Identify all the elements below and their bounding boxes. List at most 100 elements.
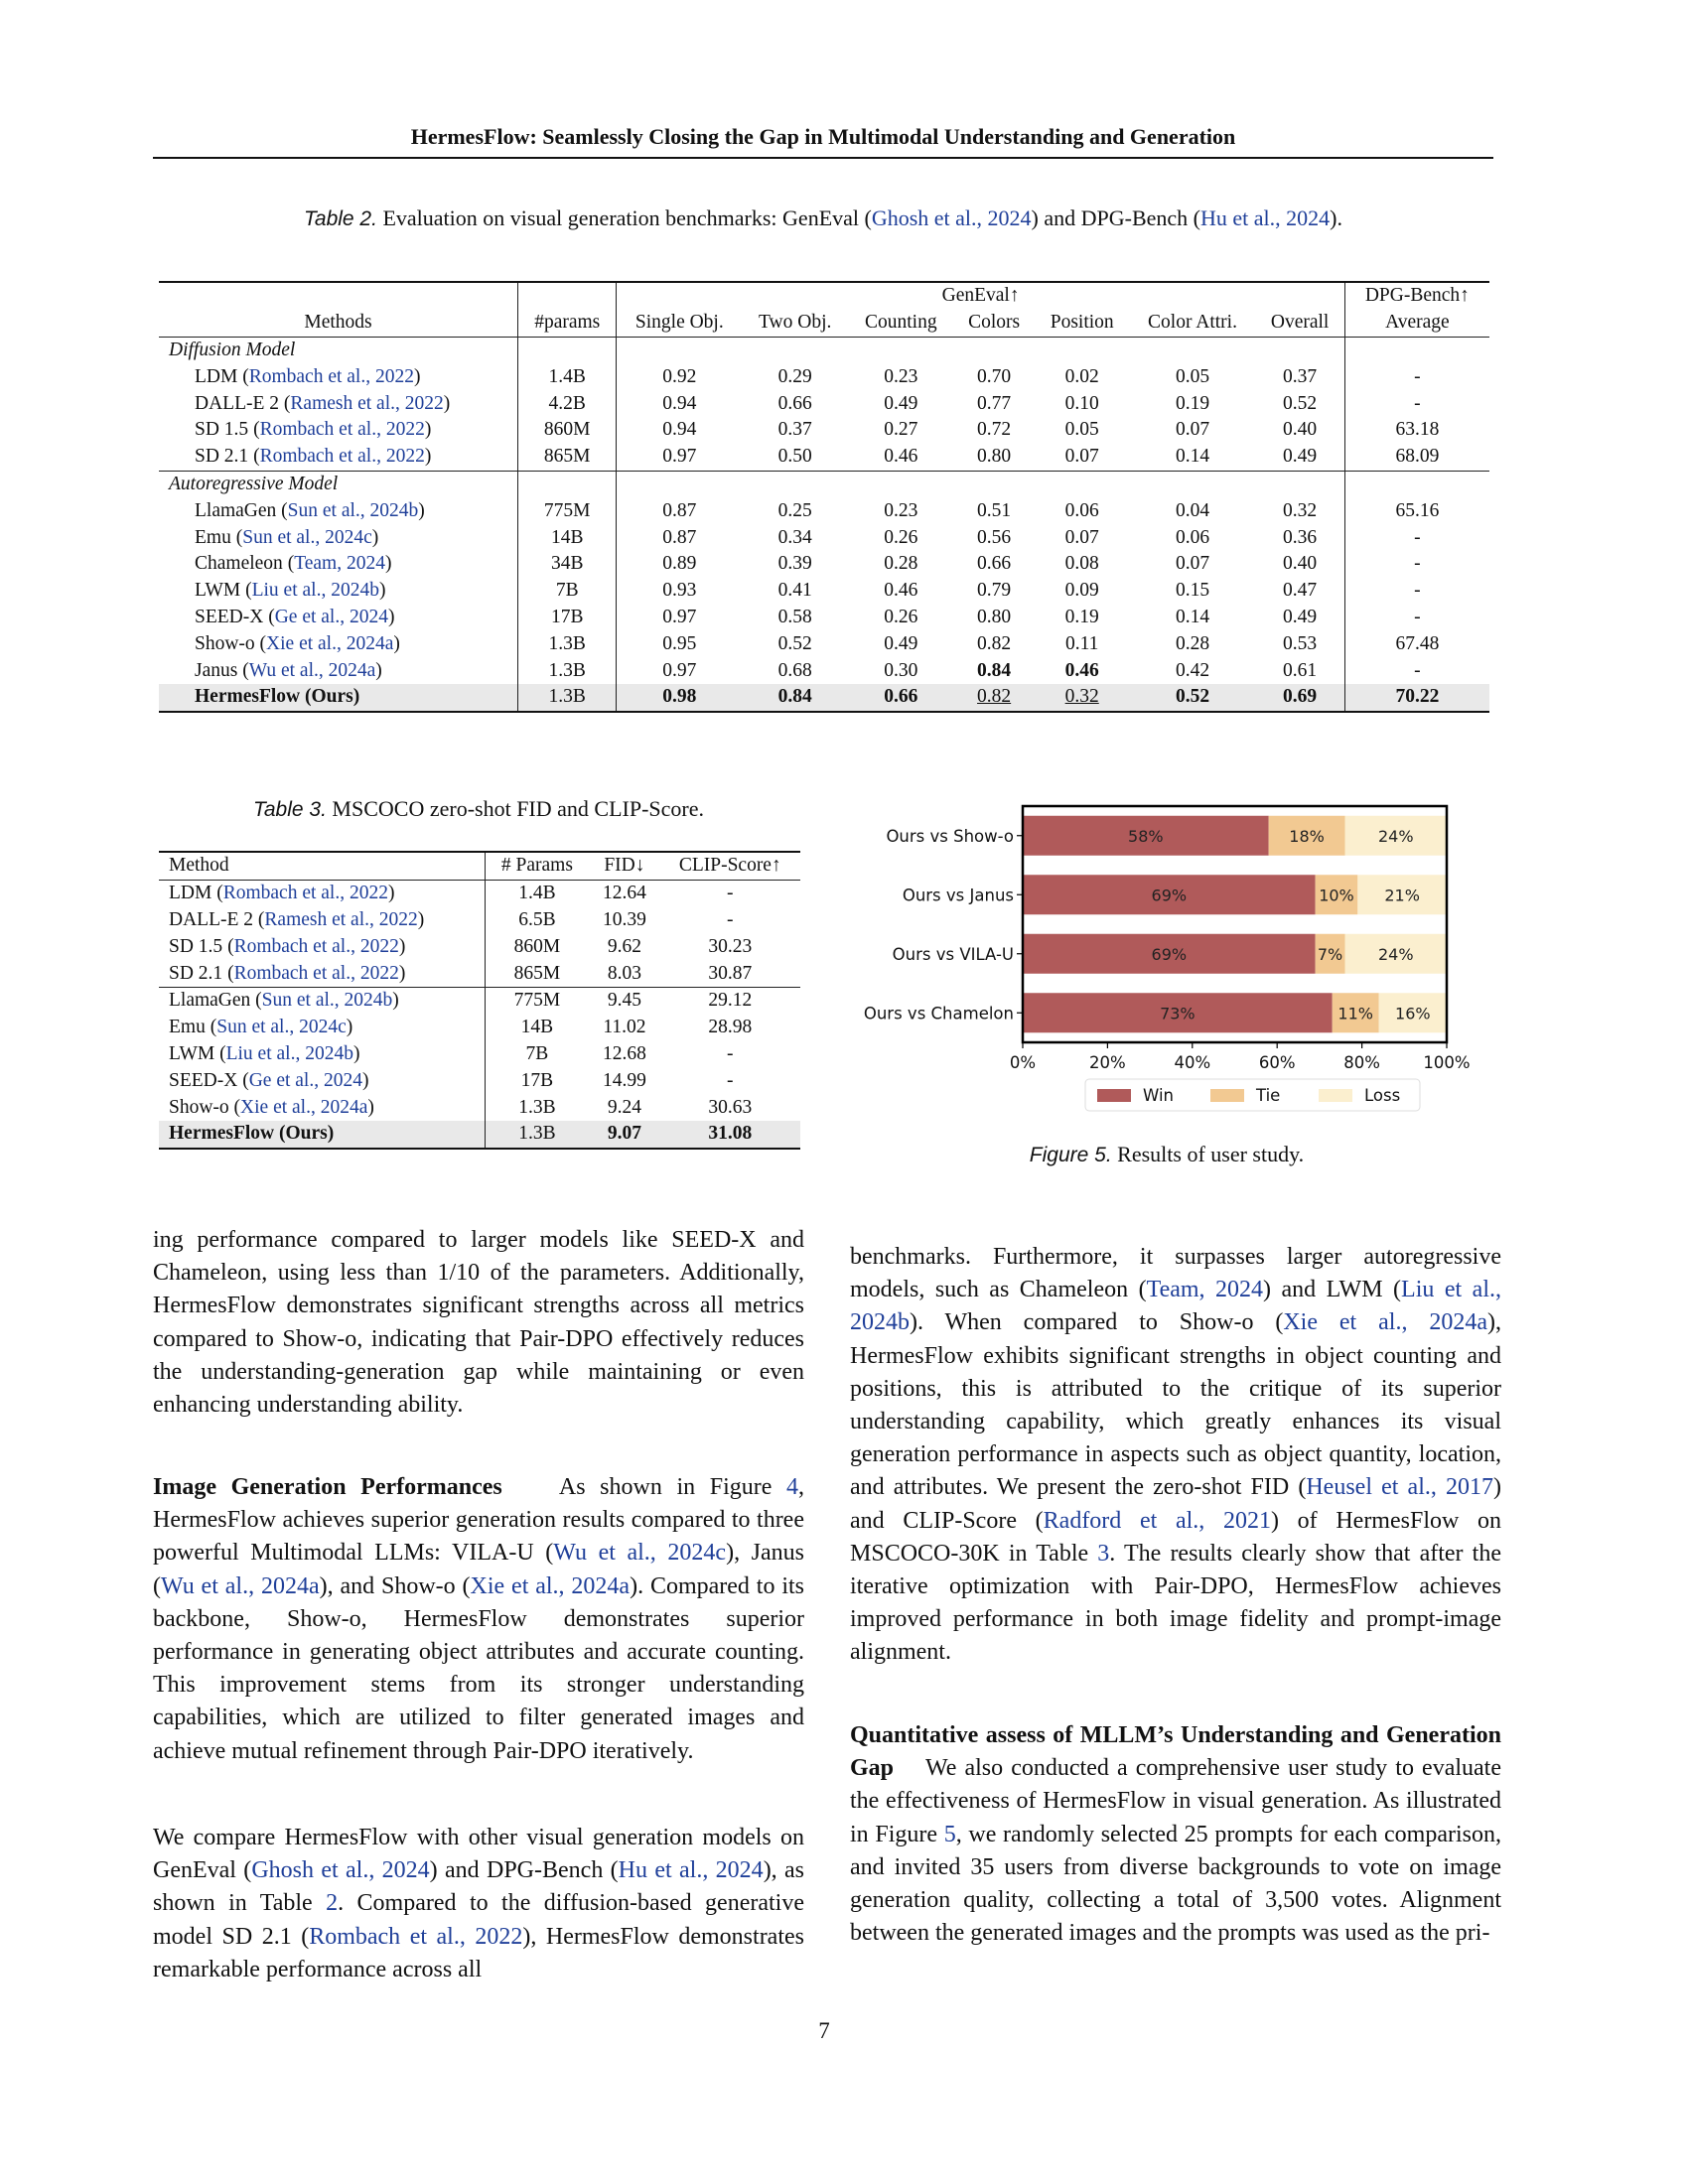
table2-cell: 0.51	[977, 499, 1012, 521]
citation-link[interactable]: Rombach et al., 2022	[259, 446, 425, 468]
table2-section-row: Diffusion Model	[159, 336, 1489, 364]
citation-link[interactable]: Heusel et al., 2017	[1306, 1474, 1493, 1501]
text-run: , we randomly selected 25 prompts for ea…	[850, 1821, 1501, 1947]
bar-loss	[1357, 875, 1447, 915]
text-run: ) and LWM (	[1263, 1277, 1402, 1303]
text-run: ), HermesFlow demonstrates remarkable pe…	[153, 1923, 804, 1982]
table2-cell: 0.52	[777, 632, 812, 654]
table2-cell: 1.4B	[517, 363, 618, 391]
citation-link[interactable]: Sun et al., 2024b	[287, 499, 419, 521]
citation-link[interactable]: Sun et al., 2024c	[242, 526, 372, 548]
table3-row: Show-o (Xie et al., 2024a) 1.3B 9.24 30.63	[159, 1094, 800, 1121]
running-header: HermesFlow: Seamlessly Closing the Gap i…	[410, 124, 1236, 149]
table2-cell: 0.14	[1175, 606, 1210, 627]
table3-cell: 10.39	[602, 908, 646, 930]
table2-cell: 0.97	[662, 606, 697, 627]
citation-link[interactable]: Rombach et al., 2022	[233, 962, 399, 984]
table2-cell: 0.93	[662, 580, 697, 602]
table2-cell: 0.14	[1175, 446, 1210, 468]
citation-link[interactable]: Rombach et al., 2022	[233, 935, 399, 957]
page-number: 7	[818, 2018, 830, 2043]
table2-cell: 0.28	[1175, 632, 1210, 654]
citation-link[interactable]: Radford et al., 2021	[1043, 1507, 1271, 1534]
bar-value-label: 11%	[1337, 1004, 1373, 1023]
citation-link[interactable]: Xie et al., 2024a	[240, 1096, 368, 1118]
method-name: SEED-X (Ge et al., 2024)	[159, 604, 518, 631]
text-run: ). When compared to Show-o (	[910, 1309, 1284, 1336]
citation-link[interactable]: Liu et al., 2024b	[225, 1042, 353, 1064]
citation-link[interactable]: Ge et al., 2024	[248, 1069, 362, 1091]
citation-link[interactable]: Sun et al., 2024b	[261, 990, 393, 1012]
citation-link[interactable]: Sun et al., 2024c	[216, 1017, 347, 1038]
citation-link[interactable]: Wu et al., 2024c	[553, 1540, 727, 1567]
citation-link[interactable]: Team, 2024	[1146, 1277, 1264, 1303]
legend-swatch	[1319, 1089, 1352, 1102]
table3-cell: 11.02	[603, 1017, 646, 1038]
citation-link[interactable]: Rombach et al., 2022	[248, 365, 414, 387]
text-run: ), Janus (	[153, 1540, 805, 1599]
table2-cell: 0.84	[977, 659, 1012, 681]
table2-cell: 0.11	[1065, 632, 1099, 654]
method-name: Emu (Sun et al., 2024c)	[159, 1014, 486, 1041]
bar-win	[1023, 875, 1316, 915]
table2-caption-cite2[interactable]: Hu et al., 2024	[1200, 205, 1331, 230]
table2-cell: 0.30	[884, 659, 918, 681]
citation-link[interactable]: Hu et al., 2024	[618, 1857, 764, 1884]
table3-col-header: CLIP-Score↑	[659, 850, 800, 881]
table2-cell: 0.70	[977, 365, 1012, 387]
citation-link[interactable]: Ramesh et al., 2022	[264, 908, 418, 930]
citation-link[interactable]: Wu et al., 2024a	[248, 659, 376, 681]
citation-link[interactable]: Ge et al., 2024	[274, 606, 388, 627]
method-label: DALL-E 2	[169, 908, 254, 930]
citation-link[interactable]: Ghosh et al., 2024	[251, 1857, 430, 1884]
left-paragraph-3: We compare HermesFlow with other visual …	[153, 1822, 804, 1986]
citation-link[interactable]: Liu et al., 2024b	[850, 1277, 1502, 1336]
citation-link[interactable]: Rombach et al., 2022	[309, 1923, 523, 1950]
table2-cell: -	[1414, 659, 1421, 681]
table2-cell: 1.3B	[517, 657, 618, 684]
table2-cell: 65.16	[1395, 499, 1440, 521]
table3-cell: 9.62	[607, 935, 641, 957]
left-paragraph-2: Image Generation Performances As shown i…	[153, 1471, 804, 1768]
citation-link[interactable]: 3	[1097, 1540, 1110, 1567]
citation-link[interactable]: Rombach et al., 2022	[222, 883, 388, 904]
citation-link[interactable]: Team, 2024	[294, 553, 385, 575]
category-label: Ours vs Chamelon	[864, 1004, 1014, 1023]
method-name: Emu (Sun et al., 2024c)	[159, 524, 518, 551]
text-run: We compare HermesFlow with other visual …	[153, 1825, 804, 1884]
text-run: , HermesFlow achieves superior generatio…	[153, 1474, 804, 1567]
table2-cell: 0.46	[884, 446, 918, 468]
table2-cell: 0.26	[884, 606, 918, 627]
table2-cell: 860M	[517, 416, 618, 444]
table3-cell: -	[659, 879, 800, 907]
table2-cell: -	[1414, 365, 1421, 387]
bar-value-label: 21%	[1384, 886, 1420, 904]
citation-link[interactable]: Wu et al., 2024a	[161, 1572, 320, 1599]
table2-cell: 0.07	[1064, 446, 1099, 468]
table2-cell: 0.39	[777, 553, 812, 575]
table2-cell: -	[1414, 526, 1421, 548]
citation-link[interactable]: Liu et al., 2024b	[251, 580, 379, 602]
figure5-caption: Figure 5. Results of user study.	[844, 1142, 1489, 1167]
table3-cell: 9.24	[607, 1096, 641, 1118]
table2-cell: 0.89	[662, 553, 697, 575]
text-run: ) and DPG-Bench (	[429, 1857, 619, 1884]
table2-cell: 63.18	[1395, 419, 1440, 441]
method-name: LWM (Liu et al., 2024b)	[159, 1040, 486, 1068]
citation-link[interactable]: Xie et al., 2024a	[470, 1572, 631, 1599]
citation-link[interactable]: 2	[326, 1890, 339, 1917]
table2-col-header: Position	[1050, 312, 1114, 334]
bar-win	[1023, 815, 1269, 856]
table2-caption-cite1[interactable]: Ghosh et al., 2024	[871, 205, 1032, 230]
bar-value-label: 18%	[1289, 827, 1325, 846]
table2-group-geneval: GenEval↑	[616, 281, 1345, 310]
citation-link[interactable]: 5	[943, 1821, 956, 1847]
citation-link[interactable]: Ramesh et al., 2022	[290, 392, 444, 414]
citation-link[interactable]: 4	[786, 1474, 798, 1500]
citation-link[interactable]: Rombach et al., 2022	[259, 419, 425, 441]
citation-link[interactable]: Xie et al., 2024a	[266, 632, 394, 654]
x-tick-label: 20%	[1089, 1053, 1126, 1072]
text-run: ing performance compared to larger model…	[153, 1227, 804, 1419]
citation-link[interactable]: Xie et al., 2024a	[1283, 1309, 1488, 1336]
table3-cell: 17B	[520, 1069, 554, 1091]
